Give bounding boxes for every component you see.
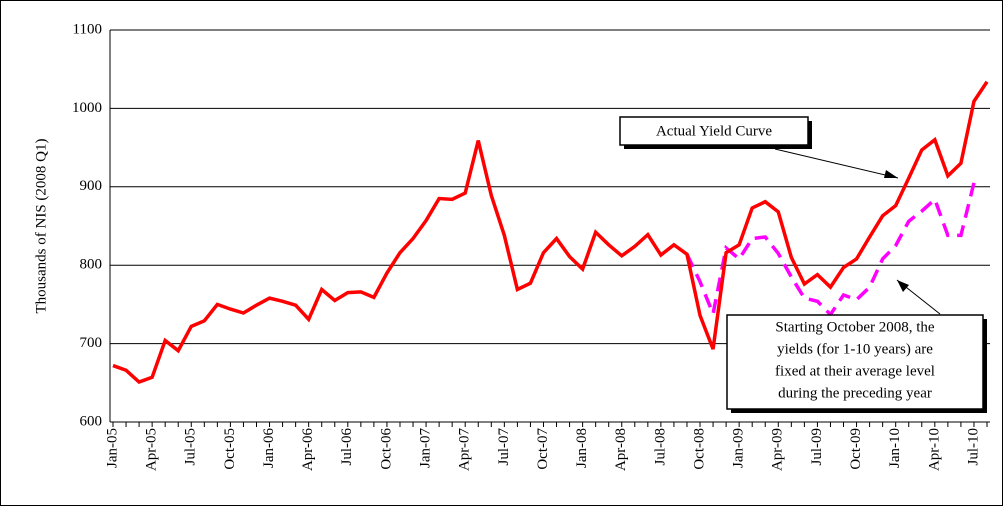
annotation-text: during the preceding year [778,385,932,401]
annotation-text: fixed at their average level [775,363,935,379]
arrow-head [884,170,898,178]
x-tick-label: Apr-09 [770,428,786,471]
box [726,314,984,410]
x-tick-label: Jan-06 [261,428,277,468]
annotation-text: Starting October 2008, the [775,319,934,335]
x-tick-label: Jul-10 [965,428,981,466]
x-tick-label: Jul-06 [339,428,355,466]
x-tick-label: Jul-05 [183,428,199,466]
x-tick-label: Jul-09 [809,428,825,466]
y-tick-label: 700 [80,335,103,351]
y-tick-label: 800 [80,257,103,273]
x-tick-label: Jan-08 [574,428,590,468]
y-tick-label: 1000 [72,100,102,116]
x-tick-label: Apr-05 [144,428,160,471]
x-tick-label: Apr-06 [300,428,316,472]
x-tick-label: Oct-09 [848,428,864,470]
x-tick-label: Jan-10 [887,428,903,468]
annotation-text: yields (for 1-10 years) are [777,341,933,357]
x-tick-label: Jul-08 [652,428,668,466]
x-tick-label: Oct-07 [535,428,551,470]
x-tick-label: Oct-06 [378,428,394,470]
y-tick-label: 900 [80,178,103,194]
x-tick-label: Oct-05 [222,428,238,470]
x-tick-label: Apr-10 [926,428,942,471]
arrow [774,148,899,179]
x-tick-label: Apr-07 [457,428,473,472]
annotation-text: Actual Yield Curve [656,123,772,139]
plot: 600 700 800 900 1000 1100 Jan-05 Apr-05 Jul-05 Oc… [72,21,990,471]
y-tick-label: 1100 [73,21,102,37]
x-tick-label: Apr-08 [613,428,629,471]
x-tick-label: Jul-07 [496,428,512,466]
arrow-head [897,280,909,292]
annotation-fixed: Starting October 2008, the yields (for 1… [726,279,987,413]
series-line [112,80,989,385]
x-tick-label: Jan-09 [731,428,747,468]
x-tick-label: Jan-07 [418,428,434,468]
x-tick-label: Oct-08 [691,428,707,470]
annotation-actual: Actual Yield Curve [619,116,899,179]
y-axis-label: Thousands of NIS (2008 Q1) [33,139,49,314]
box [619,116,809,146]
y-tick-label: 600 [80,413,103,429]
x-tick-label: Jan-05 [104,428,120,468]
